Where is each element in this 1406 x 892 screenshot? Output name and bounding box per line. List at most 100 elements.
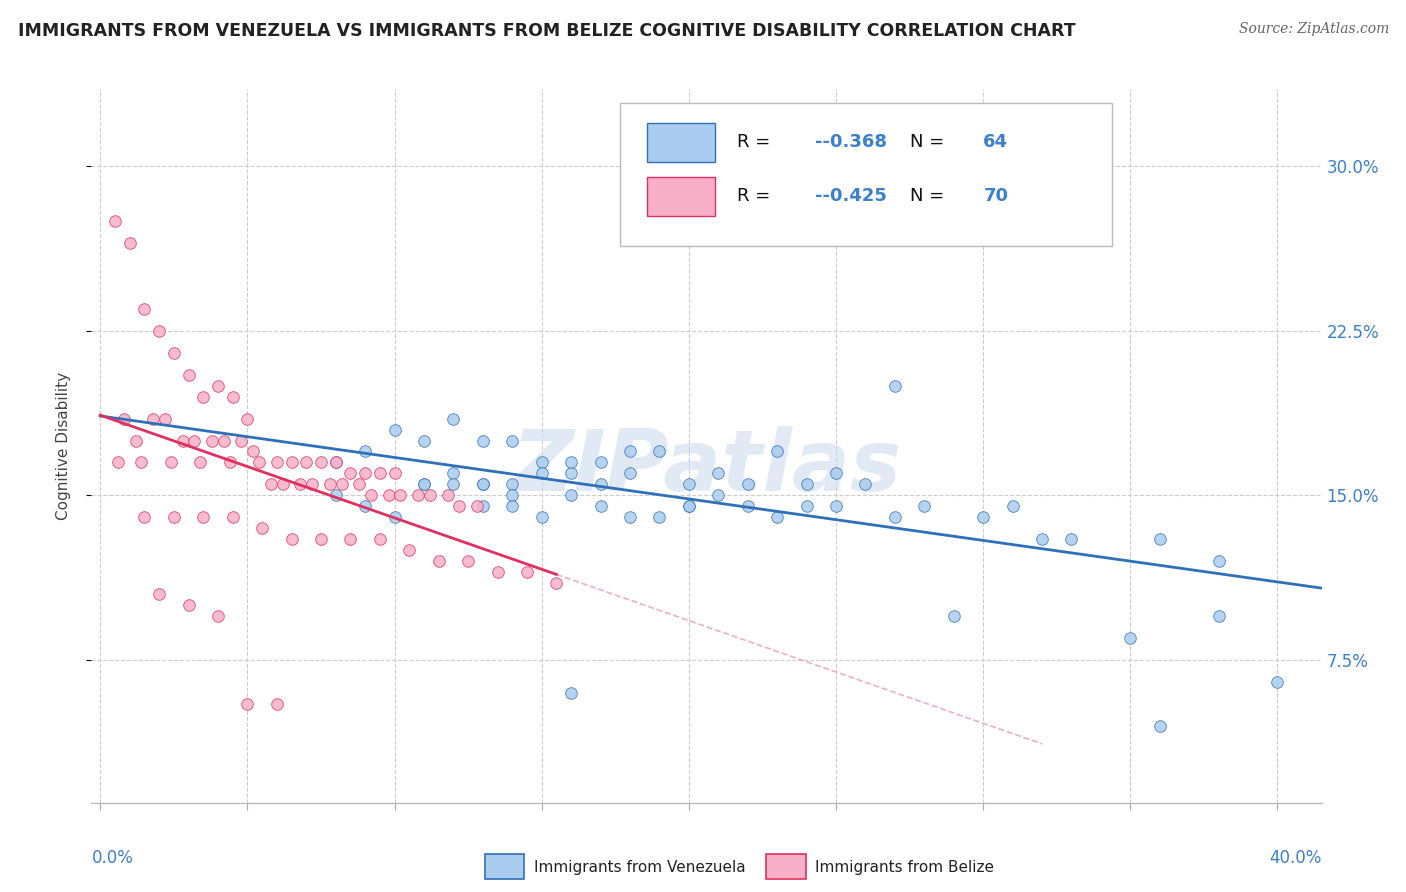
Point xyxy=(619,444,641,458)
Text: N =: N = xyxy=(910,187,949,205)
Point xyxy=(589,500,612,514)
Text: 0.0%: 0.0% xyxy=(91,849,134,867)
Point xyxy=(131,455,153,469)
Text: 64: 64 xyxy=(983,133,1008,151)
Point xyxy=(309,455,332,469)
Point xyxy=(193,390,215,404)
Text: N =: N = xyxy=(910,133,949,151)
Text: --0.368: --0.368 xyxy=(814,133,887,151)
Point xyxy=(648,510,671,524)
Point xyxy=(486,566,509,580)
Point xyxy=(501,477,523,491)
Point xyxy=(1267,675,1289,690)
Point xyxy=(160,455,183,469)
Point xyxy=(280,455,302,469)
Bar xyxy=(647,177,716,216)
Point xyxy=(319,477,342,491)
Text: Immigrants from Belize: Immigrants from Belize xyxy=(815,860,994,874)
Point xyxy=(501,434,523,448)
Point xyxy=(589,477,612,491)
Point xyxy=(441,411,464,425)
Point xyxy=(855,477,877,491)
Point xyxy=(177,598,200,612)
Point xyxy=(207,378,229,392)
Point xyxy=(457,554,479,568)
Point xyxy=(266,697,288,711)
Point xyxy=(707,467,730,481)
Point xyxy=(471,434,494,448)
Point xyxy=(1001,500,1024,514)
Y-axis label: Cognitive Disability: Cognitive Disability xyxy=(56,372,70,520)
Point xyxy=(231,434,253,448)
Point xyxy=(825,467,848,481)
Point xyxy=(384,510,406,524)
Point xyxy=(221,390,243,404)
FancyBboxPatch shape xyxy=(620,103,1112,246)
Text: R =: R = xyxy=(737,187,776,205)
Text: 40.0%: 40.0% xyxy=(1270,849,1322,867)
Point xyxy=(207,609,229,624)
Point xyxy=(912,500,935,514)
Point xyxy=(107,455,129,469)
Point xyxy=(471,477,494,491)
Point xyxy=(330,477,353,491)
Point xyxy=(301,477,323,491)
Point xyxy=(427,554,450,568)
Point xyxy=(148,587,170,601)
Point xyxy=(177,368,200,382)
Point xyxy=(1119,631,1142,645)
Text: --0.425: --0.425 xyxy=(814,187,887,205)
Point xyxy=(104,214,127,228)
Point xyxy=(560,686,582,700)
Point xyxy=(471,477,494,491)
Point xyxy=(441,467,464,481)
Point xyxy=(678,477,700,491)
Text: R =: R = xyxy=(737,133,776,151)
Point xyxy=(648,444,671,458)
Point xyxy=(436,488,458,502)
Point xyxy=(153,411,176,425)
Point xyxy=(368,467,391,481)
Point xyxy=(560,455,582,469)
Point xyxy=(530,467,553,481)
Point xyxy=(619,510,641,524)
Point xyxy=(796,477,818,491)
Point xyxy=(134,510,156,524)
Point xyxy=(398,543,420,558)
Point xyxy=(242,444,264,458)
Point xyxy=(1208,609,1230,624)
Point xyxy=(501,488,523,502)
Point xyxy=(377,488,399,502)
Point xyxy=(134,301,156,316)
Point xyxy=(148,324,170,338)
Point xyxy=(737,225,759,239)
Point xyxy=(295,455,318,469)
Point xyxy=(112,411,135,425)
Point xyxy=(942,609,965,624)
Point xyxy=(501,500,523,514)
Point xyxy=(250,521,273,535)
Point xyxy=(707,488,730,502)
Point xyxy=(384,467,406,481)
Point xyxy=(441,477,464,491)
Point xyxy=(260,477,283,491)
Point xyxy=(766,510,789,524)
Point xyxy=(221,510,243,524)
Point xyxy=(883,510,905,524)
Point xyxy=(218,455,240,469)
Point xyxy=(766,444,789,458)
Point xyxy=(271,477,294,491)
Point xyxy=(972,510,994,524)
Point xyxy=(413,477,436,491)
Point xyxy=(413,477,436,491)
Point xyxy=(212,434,235,448)
Point xyxy=(449,500,471,514)
Point xyxy=(325,488,347,502)
Point xyxy=(339,533,361,547)
Point xyxy=(737,500,759,514)
Point xyxy=(266,455,288,469)
Point xyxy=(183,434,205,448)
Point xyxy=(516,566,538,580)
Point xyxy=(339,467,361,481)
Point xyxy=(236,697,259,711)
